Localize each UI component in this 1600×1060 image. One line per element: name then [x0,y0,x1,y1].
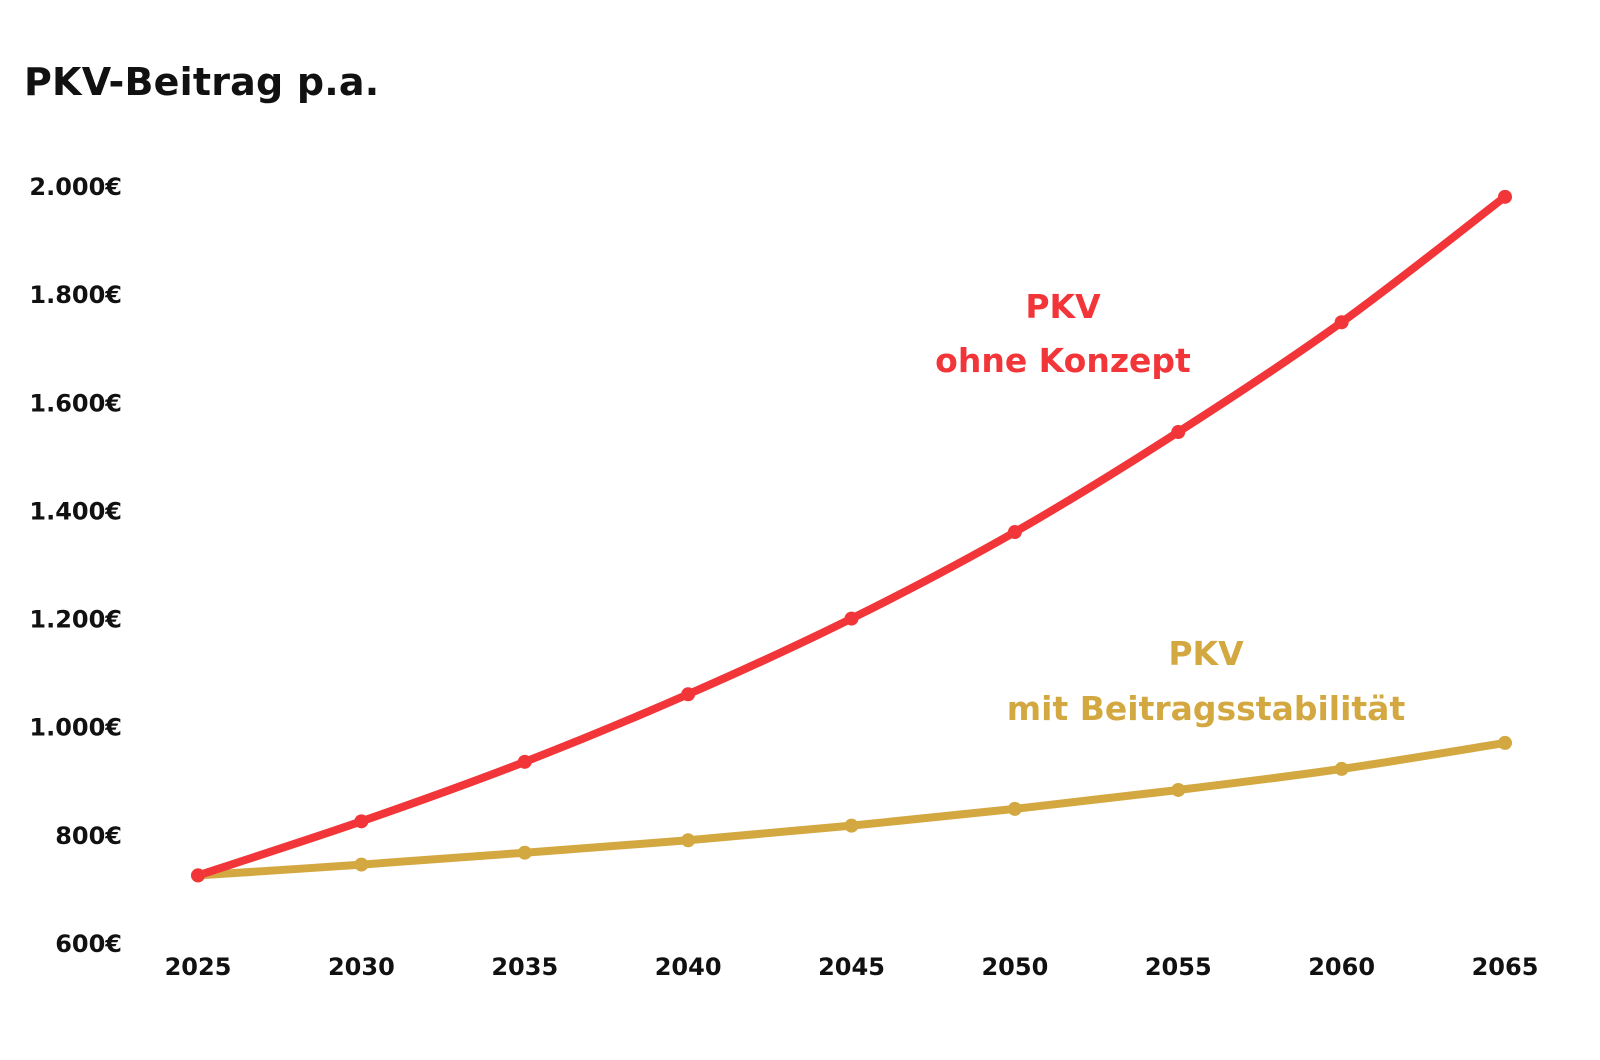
y-tick-label: 1.400€ [29,497,122,525]
y-tick-label: 600€ [55,930,122,958]
x-tick-label: 2035 [491,953,558,981]
series-points [191,189,1512,883]
y-tick-label: 1.800€ [29,281,122,309]
x-tick-label: 2030 [328,953,395,981]
y-tick-label: 800€ [55,822,122,850]
series-label-mit-line-2: mit Beitragsstabilität [1007,689,1406,728]
data-point-mit [844,818,859,833]
series-label-mit-line-1: PKV [1168,634,1244,673]
x-tick-label: 2055 [1145,953,1212,981]
data-point-mit [681,833,696,848]
y-tick-label: 1.000€ [29,714,122,742]
data-point-ohne [681,687,696,702]
y-tick-label: 1.200€ [29,606,122,634]
data-point-mit [1171,782,1186,797]
data-point-ohne [1498,189,1512,204]
data-point-mit [354,857,369,872]
series-label-ohne-line-2: ohne Konzept [935,341,1191,380]
y-tick-label: 2.000€ [29,173,122,201]
y-tick-label: 1.600€ [29,389,122,417]
x-tick-label: 2025 [165,953,232,981]
y-axis-tick-labels: 600€ 800€ 1.000€ 1.200€ 1.400€ 1.600€ 1.800€ 2.… [29,173,122,958]
x-tick-label: 2060 [1308,953,1375,981]
data-point-mit [1334,761,1349,776]
data-point-ohne [1171,425,1186,440]
data-point-ohne [1007,525,1022,540]
data-point-mit [1007,801,1022,816]
data-point-ohne [517,754,532,769]
x-tick-label: 2050 [981,953,1048,981]
data-point-mit [1498,735,1512,750]
x-tick-label: 2065 [1472,953,1539,981]
data-point-mit [517,845,532,860]
data-point-ohne [1334,315,1349,330]
x-tick-label: 2045 [818,953,885,981]
data-point-ohne [354,814,369,829]
data-point-ohne [844,611,859,626]
x-tick-label: 2040 [655,953,722,981]
series-label-ohne-line-1: PKV [1025,287,1101,326]
x-axis-tick-labels: 2025 2030 2035 2040 2045 2050 2055 2060 2065 [165,953,1539,981]
series-labels: PKV ohne Konzept PKV mit Beitragsstabili… [935,287,1405,728]
data-point-ohne [191,868,205,883]
chart-title: PKV-Beitrag p.a. [24,60,380,104]
series-lines [194,192,1509,880]
